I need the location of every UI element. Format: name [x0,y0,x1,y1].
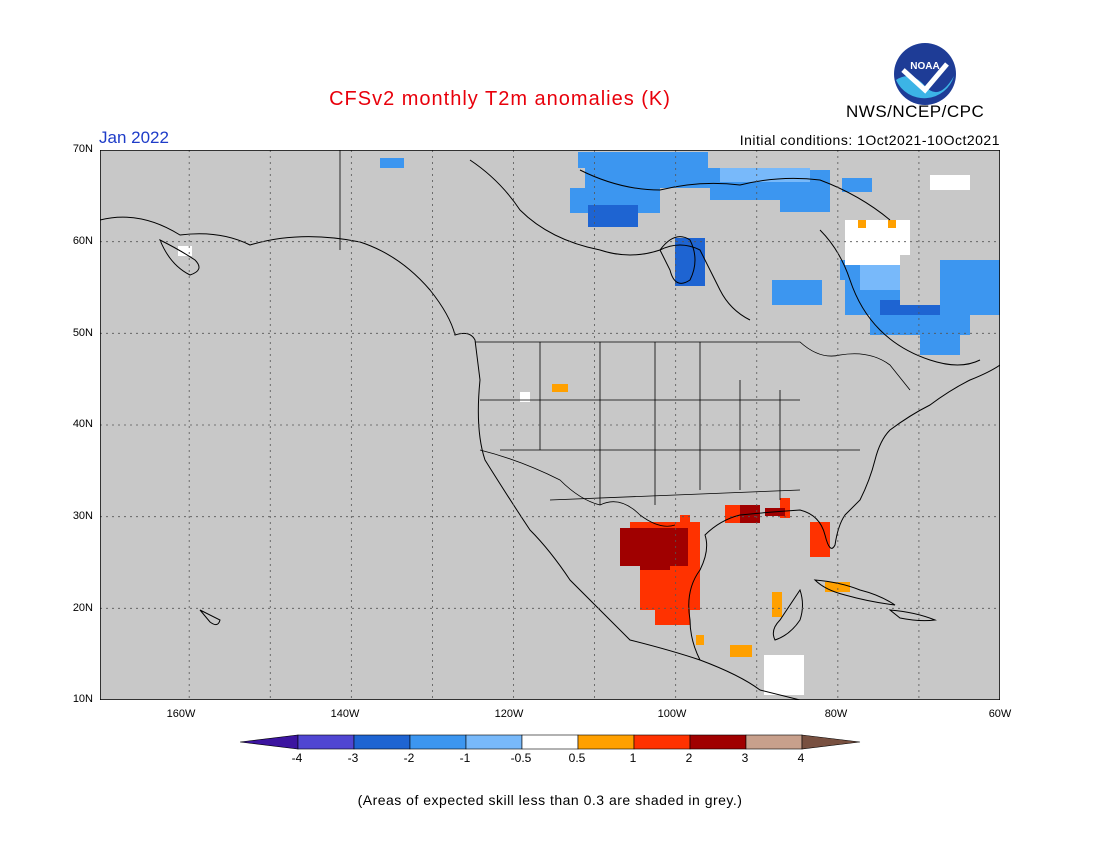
colorbar-tick-label: -3 [347,751,359,765]
anomaly-map [100,150,1000,700]
coastlines [100,159,1000,700]
lon-label: 160W [166,708,196,720]
strong-cold-patch [588,205,638,227]
grey-low-skill-patch [900,255,940,305]
colorbar-tick-label: -2 [403,751,415,765]
noaa-logo: NOAA [894,43,956,105]
hot-anomaly-patch [655,605,690,625]
hot-anomaly-patch [810,522,830,557]
lon-label: 80W [824,708,848,720]
lat-label: 40N [72,418,93,430]
colorbar-box [633,734,691,750]
strong-hot-patch [620,528,688,566]
warm-anomaly-patch [730,645,752,657]
colorbar-box [745,734,803,750]
lat-label: 20N [72,602,93,614]
colorbar-box [297,734,355,750]
skill-note: (Areas of expected skill less than 0.3 a… [357,792,743,808]
lat-label: 60N [72,235,93,247]
colorbar-box [577,734,635,750]
hot-anomaly-patch [680,515,690,530]
warm-anomaly-patch [825,582,850,592]
lon-label: 120W [494,708,524,720]
lat-label: 70N [72,143,93,155]
warm-anomaly-patch [552,384,568,392]
agency-label: NWS/NCEP/CPC [846,102,985,121]
warm-anomaly-patch [858,220,866,228]
warm-anomaly-patch [772,592,782,617]
colorbar [240,734,861,750]
colorbar-tick-label: -4 [291,751,303,765]
colorbar-tick-label: 0.5 [568,751,586,765]
warm-anomaly-patch [888,220,896,228]
political-borders [339,150,911,527]
colorbar-tick-label: 2 [685,751,693,765]
strong-hot-patch [640,560,670,570]
colorbar-tick-label: -0.5 [510,751,532,765]
valid-month-label: Jan 2022 [99,128,169,147]
lat-label: 30N [72,510,93,522]
colorbar-box [521,734,579,750]
lon-label: 60W [988,708,1012,720]
lat-label: 50N [72,327,93,339]
colorbar-box [465,734,523,750]
colorbar-tick-label: 4 [797,751,805,765]
map-title: CFSv2 monthly T2m anomalies (K) [329,88,671,110]
lat-label: 10N [72,693,93,705]
initial-conditions-label: Initial conditions: 1Oct2021-10Oct2021 [739,132,1000,148]
colorbar-tick-label: 3 [741,751,749,765]
colorbar-box [353,734,411,750]
lon-label: 140W [330,708,360,720]
warm-anomaly-patch [696,635,704,645]
colorbar-tick-label: -1 [459,751,471,765]
colorbar-lower-extension [240,734,299,750]
colorbar-box [689,734,747,750]
near-zero-patch [178,246,192,256]
lon-label: 100W [657,708,687,720]
colorbar-box [409,734,467,750]
near-zero-patch [845,220,910,265]
noaa-logo-text: NOAA [910,61,939,72]
near-zero-patch [764,655,804,695]
near-zero-patch [930,175,970,190]
colorbar-upper-extension [801,734,861,750]
colorbar-tick-label: 1 [629,751,637,765]
graticule-lines [100,150,1000,700]
near-zero-patch [520,392,530,402]
